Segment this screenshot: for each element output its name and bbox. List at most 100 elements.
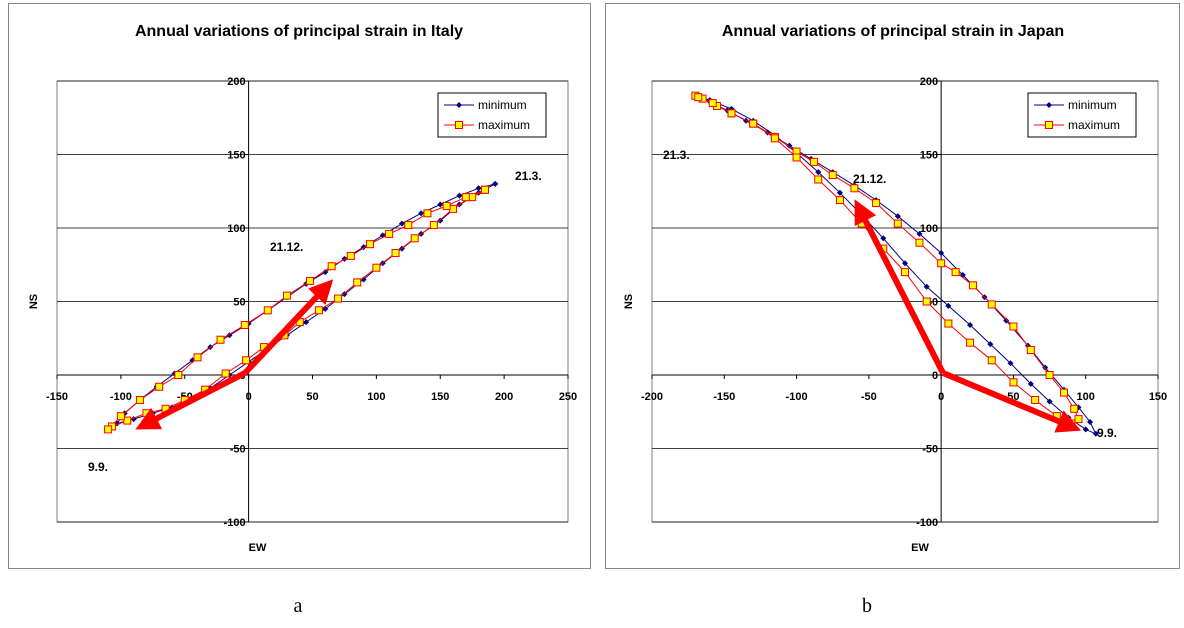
point bbox=[894, 213, 901, 220]
point bbox=[987, 300, 996, 309]
legend-label: maximum bbox=[1068, 118, 1120, 132]
point bbox=[916, 230, 923, 237]
x-tick-label: -150 bbox=[713, 391, 735, 403]
x-tick-label: 200 bbox=[495, 391, 513, 403]
arrow bbox=[941, 370, 1082, 433]
x-axis-title: EW bbox=[249, 542, 267, 554]
point bbox=[353, 278, 362, 287]
y-tick-label: 200 bbox=[920, 76, 938, 88]
y-tick-label: 150 bbox=[920, 150, 938, 162]
point bbox=[155, 382, 164, 391]
point bbox=[1045, 371, 1054, 379]
point bbox=[1092, 430, 1099, 437]
x-tick-label: 50 bbox=[306, 391, 318, 403]
x-axis-title: EW bbox=[911, 542, 929, 554]
legend-marker bbox=[455, 121, 463, 129]
point bbox=[263, 306, 272, 315]
point bbox=[136, 395, 145, 404]
annotation: 21.3. bbox=[663, 148, 690, 162]
x-tick-label: -50 bbox=[861, 391, 877, 403]
panel-border bbox=[605, 3, 1180, 569]
y-tick-label: 0 bbox=[932, 370, 938, 382]
point bbox=[346, 251, 355, 260]
annotation: 21.12. bbox=[853, 172, 886, 186]
point bbox=[968, 281, 977, 290]
point bbox=[404, 221, 413, 230]
point bbox=[987, 341, 994, 348]
point bbox=[216, 335, 225, 344]
point bbox=[429, 221, 438, 230]
y-tick-label: -100 bbox=[224, 517, 246, 529]
point bbox=[809, 157, 818, 166]
legend-label: maximum bbox=[478, 118, 530, 132]
point bbox=[334, 294, 343, 303]
point bbox=[792, 153, 801, 162]
point bbox=[282, 291, 291, 300]
y-tick-label: 50 bbox=[233, 297, 245, 309]
point bbox=[944, 319, 953, 328]
point bbox=[967, 322, 974, 329]
point bbox=[836, 189, 843, 196]
point bbox=[1060, 388, 1069, 397]
point bbox=[360, 276, 367, 283]
point bbox=[341, 291, 348, 298]
annotation: 21.3. bbox=[515, 169, 542, 183]
x-tick-label: 150 bbox=[431, 391, 449, 403]
x-tick-label: -200 bbox=[641, 391, 663, 403]
panel-border bbox=[8, 3, 591, 569]
point bbox=[880, 235, 887, 242]
point bbox=[708, 99, 717, 108]
point bbox=[365, 240, 374, 249]
x-tick-label: -100 bbox=[110, 391, 132, 403]
point bbox=[322, 269, 329, 276]
point bbox=[749, 119, 758, 128]
point bbox=[987, 356, 996, 365]
legend-marker bbox=[1045, 121, 1053, 129]
x-tick-label: -150 bbox=[46, 391, 68, 403]
point bbox=[391, 248, 400, 257]
point bbox=[835, 196, 844, 205]
legend-box bbox=[437, 92, 547, 138]
point bbox=[850, 184, 859, 193]
point bbox=[828, 171, 837, 180]
annotation: 21.12. bbox=[270, 240, 303, 254]
point bbox=[475, 185, 482, 192]
point bbox=[1003, 317, 1010, 324]
point bbox=[938, 249, 945, 256]
point bbox=[1031, 395, 1040, 404]
y-axis-title: NS bbox=[623, 294, 635, 309]
point bbox=[442, 201, 451, 210]
point bbox=[240, 321, 249, 330]
point bbox=[142, 409, 151, 418]
legend-box bbox=[1027, 92, 1137, 138]
caption: a bbox=[294, 595, 303, 617]
point bbox=[456, 192, 463, 199]
chart-title: Annual variations of principal strain in… bbox=[722, 23, 1064, 40]
point bbox=[694, 93, 703, 102]
point bbox=[480, 185, 489, 194]
caption: b bbox=[862, 595, 872, 617]
legend-marker bbox=[456, 102, 462, 108]
point bbox=[902, 260, 908, 267]
point bbox=[1027, 380, 1034, 387]
x-tick-label: 250 bbox=[559, 391, 577, 403]
point bbox=[966, 338, 975, 347]
y-tick-label: 100 bbox=[920, 223, 938, 235]
point bbox=[410, 234, 419, 243]
point bbox=[1046, 398, 1053, 405]
point bbox=[815, 169, 822, 176]
series-line bbox=[695, 95, 1097, 435]
point bbox=[423, 209, 432, 218]
point bbox=[727, 109, 736, 118]
point bbox=[1082, 426, 1089, 433]
point bbox=[872, 199, 881, 208]
point bbox=[814, 175, 823, 184]
point bbox=[303, 319, 310, 326]
annotation: 9.9. bbox=[88, 460, 108, 474]
point bbox=[1070, 404, 1079, 413]
x-tick-label: 100 bbox=[367, 391, 385, 403]
point bbox=[193, 353, 202, 362]
point bbox=[901, 268, 909, 277]
arrow bbox=[135, 370, 247, 430]
